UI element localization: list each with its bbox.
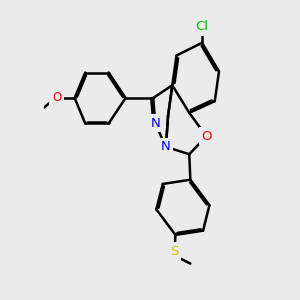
Text: Cl: Cl bbox=[196, 20, 208, 33]
Text: S: S bbox=[170, 245, 178, 258]
Text: O: O bbox=[52, 92, 61, 104]
Text: O: O bbox=[201, 130, 211, 143]
Text: N: N bbox=[150, 117, 160, 130]
Text: N: N bbox=[161, 140, 171, 153]
